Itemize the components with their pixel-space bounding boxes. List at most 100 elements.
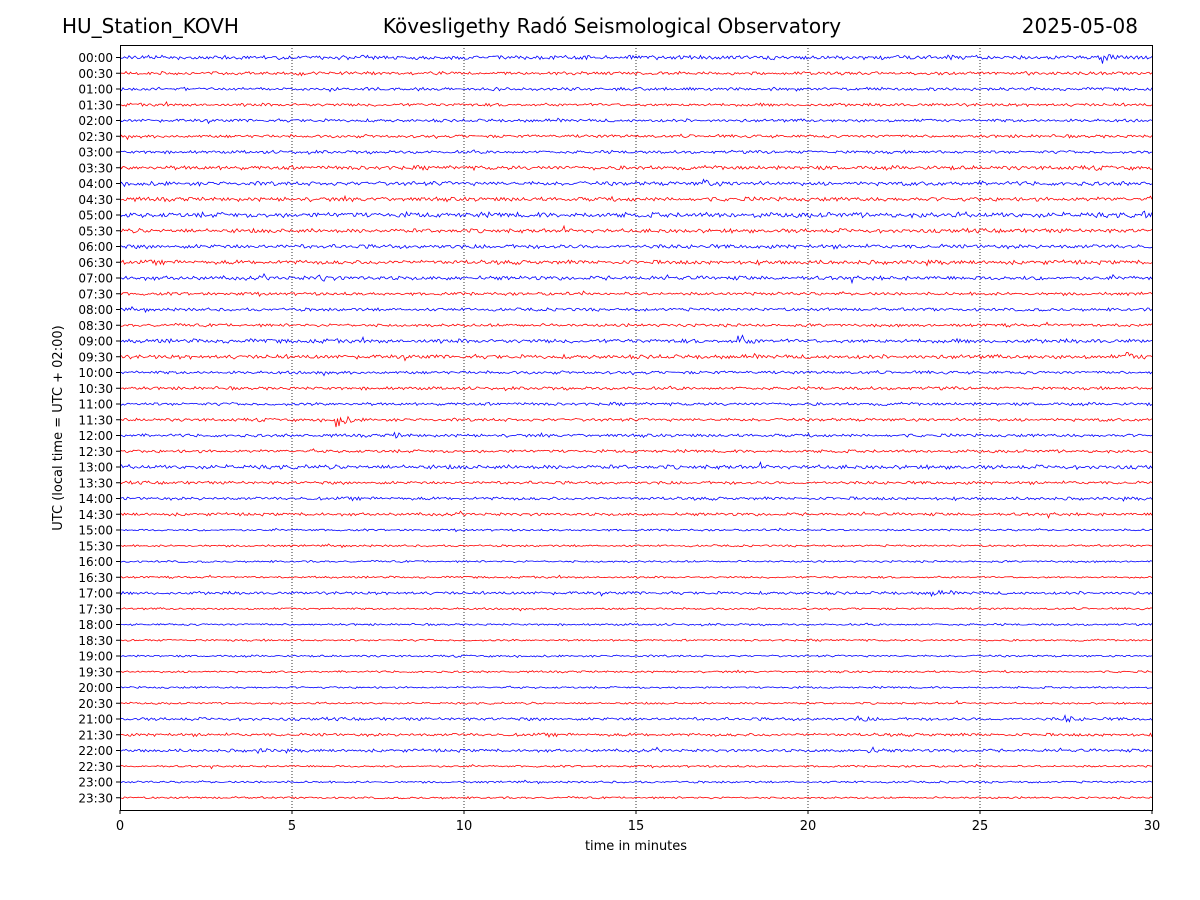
y-tick-label: 08:00 bbox=[78, 303, 113, 317]
trace-1600 bbox=[119, 559, 1153, 564]
plot-frame bbox=[120, 45, 1153, 811]
x-axis-label: time in minutes bbox=[585, 839, 687, 854]
y-tick-label: 00:00 bbox=[78, 51, 113, 65]
y-tick-label: 15:30 bbox=[78, 539, 113, 553]
chart-title: Kövesligethy Radó Seismological Observat… bbox=[382, 14, 842, 38]
trace-0800 bbox=[119, 306, 1153, 314]
y-tick-label: 21:30 bbox=[78, 728, 113, 742]
y-tick-label: 03:00 bbox=[78, 146, 113, 160]
trace-2000 bbox=[119, 685, 1153, 690]
y-tick-label: 09:30 bbox=[78, 350, 113, 364]
trace-1700 bbox=[119, 589, 1153, 598]
date-label: 2025-05-08 bbox=[1021, 14, 1138, 38]
y-tick-label: 08:30 bbox=[78, 319, 113, 333]
y-tick-label: 03:30 bbox=[78, 161, 113, 175]
y-tick-label: 22:00 bbox=[78, 744, 113, 758]
trace-0600 bbox=[119, 243, 1153, 250]
trace-0530 bbox=[119, 224, 1153, 234]
trace-1630 bbox=[119, 574, 1153, 579]
trace-1400 bbox=[119, 496, 1153, 502]
trace-1130 bbox=[119, 415, 1153, 428]
y-tick-label: 14:00 bbox=[78, 492, 113, 506]
trace-1730 bbox=[119, 606, 1153, 612]
y-tick-label: 02:30 bbox=[78, 130, 113, 144]
x-tick-label: 25 bbox=[972, 819, 989, 834]
y-tick-label: 10:00 bbox=[78, 366, 113, 380]
trace-1100 bbox=[119, 401, 1153, 407]
y-tick-label: 06:30 bbox=[78, 256, 113, 270]
trace-0200 bbox=[119, 117, 1153, 125]
y-tick-label: 14:30 bbox=[78, 508, 113, 522]
trace-2230 bbox=[119, 763, 1152, 770]
y-tick-label: 12:00 bbox=[78, 429, 113, 443]
x-tick-label: 20 bbox=[800, 819, 817, 834]
trace-1930 bbox=[119, 669, 1153, 674]
trace-0300 bbox=[119, 149, 1153, 155]
trace-2130 bbox=[119, 732, 1153, 738]
trace-0330 bbox=[119, 164, 1153, 172]
y-tick-label: 04:00 bbox=[78, 177, 113, 191]
y-tick-label: 16:00 bbox=[78, 555, 113, 569]
y-tick-label: 13:30 bbox=[78, 476, 113, 490]
y-tick-label: 19:30 bbox=[78, 665, 113, 679]
y-tick-label: 17:00 bbox=[78, 587, 113, 601]
y-tick-label: 22:30 bbox=[78, 760, 113, 774]
trace-1230 bbox=[119, 448, 1153, 454]
trace-0630 bbox=[119, 259, 1153, 267]
trace-0100 bbox=[119, 86, 1153, 93]
trace-0030 bbox=[119, 70, 1153, 77]
trace-0930 bbox=[119, 351, 1153, 362]
y-tick-label: 18:30 bbox=[78, 634, 113, 648]
trace-1830 bbox=[119, 638, 1153, 643]
trace-1200 bbox=[119, 431, 1153, 439]
trace-2100 bbox=[119, 714, 1153, 723]
trace-1500 bbox=[119, 527, 1153, 533]
x-tick-label: 30 bbox=[1144, 819, 1161, 834]
trace-1030 bbox=[119, 385, 1153, 392]
trace-1800 bbox=[119, 622, 1153, 627]
y-tick-label: 18:00 bbox=[78, 618, 113, 632]
trace-1000 bbox=[120, 369, 1153, 377]
y-tick-label: 20:00 bbox=[78, 681, 113, 695]
trace-1530 bbox=[119, 543, 1153, 549]
y-tick-label: 06:00 bbox=[78, 240, 113, 254]
trace-0230 bbox=[119, 133, 1153, 141]
x-tick-label: 10 bbox=[456, 819, 473, 834]
y-tick-label: 07:00 bbox=[78, 272, 113, 286]
trace-1900 bbox=[120, 654, 1153, 658]
trace-0000 bbox=[119, 54, 1153, 64]
trace-0130 bbox=[119, 100, 1153, 108]
y-tick-label: 01:00 bbox=[78, 83, 113, 97]
trace-1300 bbox=[119, 461, 1153, 471]
x-tick-label: 15 bbox=[628, 819, 645, 834]
y-tick-label: 02:00 bbox=[78, 114, 113, 128]
trace-2330 bbox=[119, 796, 1153, 800]
y-tick-label: 04:30 bbox=[78, 193, 113, 207]
trace-1330 bbox=[119, 480, 1153, 486]
y-tick-label: 13:00 bbox=[78, 461, 113, 475]
y-tick-label: 17:30 bbox=[78, 602, 113, 616]
x-tick-label: 5 bbox=[288, 819, 296, 834]
trace-2030 bbox=[119, 700, 1153, 705]
trace-0730 bbox=[119, 290, 1153, 298]
trace-0900 bbox=[119, 334, 1153, 345]
y-tick-label: 19:00 bbox=[78, 650, 113, 664]
trace-layer bbox=[119, 54, 1153, 800]
y-tick-label: 23:30 bbox=[78, 791, 113, 805]
trace-2200 bbox=[119, 746, 1153, 755]
y-tick-label: 23:00 bbox=[78, 776, 113, 790]
trace-0700 bbox=[119, 273, 1153, 285]
y-tick-label: 11:00 bbox=[78, 398, 113, 412]
y-tick-label: 05:00 bbox=[78, 209, 113, 223]
y-axis-label: UTC (local time = UTC + 02:00) bbox=[51, 325, 66, 530]
y-tick-label: 12:30 bbox=[78, 445, 113, 459]
trace-1430 bbox=[119, 510, 1153, 519]
station-label: HU_Station_KOVH bbox=[62, 14, 239, 38]
trace-2300 bbox=[119, 779, 1153, 785]
x-tick-label: 0 bbox=[116, 819, 124, 834]
y-tick-label: 00:30 bbox=[78, 67, 113, 81]
y-tick-label: 09:00 bbox=[78, 335, 113, 349]
y-tick-label: 21:00 bbox=[78, 713, 113, 727]
